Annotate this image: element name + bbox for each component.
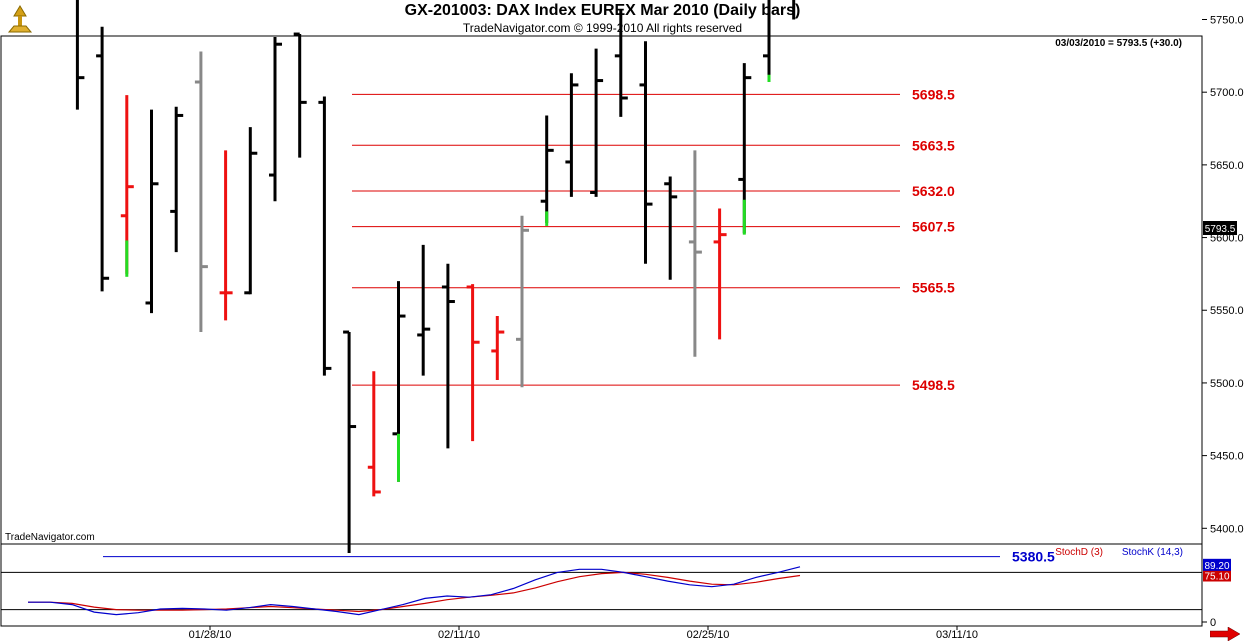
scroll-right-arrow-icon[interactable] <box>1210 627 1240 641</box>
x-tick-label: 02/25/10 <box>687 629 730 641</box>
ohlc-bar <box>75 0 85 110</box>
ohlc-bar <box>244 127 258 295</box>
y-tick-label: 5450.0 <box>1210 451 1244 463</box>
ohlc-bar <box>590 48 604 197</box>
level-label: 5607.5 <box>912 219 955 235</box>
x-tick-label: 03/11/10 <box>936 629 978 641</box>
stoch-series-line <box>28 566 801 616</box>
quote-readout: 03/03/2010 = 5793.5 (+30.0) <box>1055 38 1182 49</box>
y-axis: 5400.0 5450.0 5500.0 5550.0 5600.0 5650.0 5700… <box>1202 15 1244 535</box>
ohlc-bar <box>540 115 554 224</box>
ohlc-bar <box>269 36 282 202</box>
ohlc-bar <box>664 176 678 280</box>
ohlc-bar <box>145 109 159 314</box>
watermark: TradeNavigator.com <box>5 532 95 543</box>
x-tick-label: 02/11/10 <box>438 629 480 641</box>
ohlc-bar <box>219 150 233 321</box>
ohlc-bar <box>763 0 771 78</box>
y-tick-label: 5700.0 <box>1210 87 1244 99</box>
stoch-y-tick-label: 0 <box>1210 617 1216 629</box>
ohlc-bar <box>417 244 431 376</box>
ohlc-bar <box>96 26 110 292</box>
x-tick-label: 01/28/10 <box>189 629 232 641</box>
ohlc-bar <box>441 263 455 449</box>
chart-title: GX-201003: DAX Index EUREX Mar 2010 (Dai… <box>404 2 801 19</box>
level-lines: 6021.55956.55947.55915.55874.05858.55817… <box>103 86 1055 565</box>
level-label: 5632.0 <box>912 183 955 199</box>
ohlc-bar <box>792 0 796 20</box>
ohlc-bar <box>713 208 727 340</box>
stoch-last-badge-bg <box>1203 558 1231 571</box>
level-label: 5498.5 <box>912 377 955 393</box>
ohlc-bar <box>466 284 480 442</box>
stoch-last-label: 75.10 <box>1204 572 1229 583</box>
ohlc-bar <box>565 73 579 197</box>
y-tick-label: 5400.0 <box>1210 523 1244 535</box>
ohlc-bar <box>194 51 208 333</box>
level-label: 5565.5 <box>912 280 955 296</box>
level-label: 5380.5 <box>1012 549 1055 565</box>
y-tick-label: 5500.0 <box>1210 378 1244 390</box>
y-tick-label: 5650.0 <box>1210 160 1244 172</box>
legend-stochk: StochK (14,3) <box>1122 547 1183 558</box>
last-price-badge: 5793.5 <box>1205 224 1236 235</box>
price-plot-area <box>0 35 1203 545</box>
stoch-last-label: 89.20 <box>1204 561 1229 572</box>
chart-subtitle: TradeNavigator.com © 1999-2010 All right… <box>462 21 743 35</box>
ohlc-bar <box>516 215 529 388</box>
stoch-series-line <box>28 571 801 613</box>
ohlc-bar <box>639 41 653 264</box>
trade-navigator-logo-icon <box>7 5 33 33</box>
ohlc-bar <box>491 316 505 381</box>
y-tick-label: 5550.0 <box>1210 305 1244 317</box>
ohlc-bar <box>318 96 332 376</box>
level-label: 5663.5 <box>912 137 955 153</box>
ohlc-bar <box>614 9 628 117</box>
y-tick-label: 5750.0 <box>1210 15 1244 27</box>
ohlc-bar <box>293 32 307 158</box>
ohlc-bar <box>367 371 381 497</box>
y-tick-label: 5600.0 <box>1210 233 1244 245</box>
price-bars <box>75 0 796 554</box>
x-axis: 01/28/10 02/11/10 02/25/10 03/11/10 <box>189 626 978 641</box>
legend-stochd: StochD (3) <box>1055 547 1103 558</box>
last-price-badge-bg <box>1203 221 1237 235</box>
ohlc-bar <box>170 106 184 253</box>
ohlc-bar <box>688 150 702 357</box>
level-label: 5698.5 <box>912 86 955 102</box>
stoch-last-badge-bg <box>1203 569 1231 582</box>
ohlc-bar <box>343 330 357 554</box>
